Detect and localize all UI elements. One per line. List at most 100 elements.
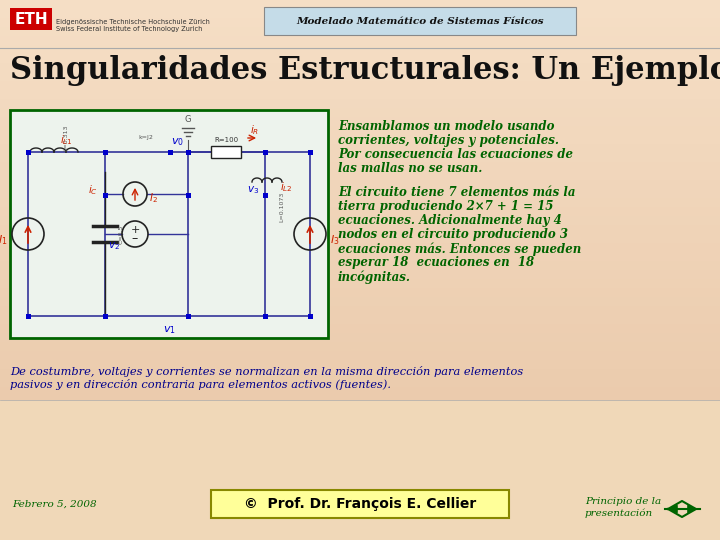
Text: $i_{L2}$: $i_{L2}$ — [280, 180, 293, 194]
Text: Eidgenössische Technische Hochschule Zürich: Eidgenössische Technische Hochschule Zür… — [56, 19, 210, 25]
Text: las mallas no se usan.: las mallas no se usan. — [338, 162, 482, 175]
Text: k=J2: k=J2 — [138, 136, 153, 140]
Text: $I_3$: $I_3$ — [330, 233, 340, 247]
Bar — [0, 288, 720, 298]
Bar — [0, 360, 720, 370]
Bar — [0, 450, 720, 460]
Text: pasivos y en dirección contraria para elementos activos (fuentes).: pasivos y en dirección contraria para el… — [10, 379, 391, 390]
Text: R=100: R=100 — [214, 137, 238, 143]
Bar — [0, 225, 720, 235]
Text: ©  Prof. Dr. François E. Cellier: © Prof. Dr. François E. Cellier — [244, 497, 476, 511]
Bar — [10, 8, 52, 30]
Bar — [0, 333, 720, 343]
Text: $v_2$: $v_2$ — [108, 240, 120, 252]
Bar — [0, 504, 720, 514]
Bar — [263, 314, 268, 319]
FancyArrowPatch shape — [688, 505, 695, 512]
Bar — [0, 81, 720, 91]
Bar — [0, 477, 720, 487]
Text: nodos en el circuito produciendo 3: nodos en el circuito produciendo 3 — [338, 228, 568, 241]
Bar — [0, 378, 720, 388]
Bar — [0, 486, 720, 496]
Bar — [0, 459, 720, 469]
Text: esperar 18  ecuaciones en  18: esperar 18 ecuaciones en 18 — [338, 256, 534, 269]
Bar — [0, 162, 720, 172]
FancyBboxPatch shape — [264, 7, 576, 35]
Bar — [0, 36, 720, 46]
Bar — [168, 150, 173, 155]
Bar — [0, 0, 720, 10]
Bar — [0, 117, 720, 127]
Bar — [0, 270, 720, 280]
Bar — [0, 297, 720, 307]
Bar — [263, 150, 268, 154]
Text: El circuito tiene 7 elementos más la: El circuito tiene 7 elementos más la — [338, 186, 575, 199]
Bar — [0, 369, 720, 379]
Bar — [263, 192, 268, 198]
Bar — [0, 243, 720, 253]
Bar — [0, 387, 720, 397]
Text: Modelado Matemático de Sistemas Físicos: Modelado Matemático de Sistemas Físicos — [296, 17, 544, 25]
Text: Por consecuencia las ecuaciones de: Por consecuencia las ecuaciones de — [338, 148, 573, 161]
Bar — [0, 522, 720, 532]
Text: $i_{L1}$: $i_{L1}$ — [60, 133, 73, 147]
Text: $I_2$: $I_2$ — [149, 191, 158, 205]
Text: Swiss Federal Institute of Technology Zurich: Swiss Federal Institute of Technology Zu… — [56, 26, 202, 32]
FancyArrowPatch shape — [670, 505, 678, 512]
Bar — [0, 216, 720, 226]
Text: $v_0$: $v_0$ — [171, 136, 184, 148]
Bar — [307, 314, 312, 319]
Text: Singularidades Estructurales: Un Ejemplo I: Singularidades Estructurales: Un Ejemplo… — [10, 55, 720, 86]
Bar — [0, 414, 720, 424]
Text: tierra produciendo 2×7 + 1 = 15: tierra produciendo 2×7 + 1 = 15 — [338, 200, 554, 213]
Text: Ensamblamos un modelo usando: Ensamblamos un modelo usando — [338, 120, 554, 133]
Text: corrientes, voltajes y potenciales.: corrientes, voltajes y potenciales. — [338, 134, 559, 147]
Bar — [25, 150, 30, 154]
Bar — [211, 146, 241, 158]
Text: L=0.313: L=0.313 — [63, 125, 68, 151]
Bar — [0, 342, 720, 352]
FancyBboxPatch shape — [211, 490, 509, 518]
Bar — [102, 150, 107, 154]
Text: $v_3$: $v_3$ — [247, 184, 259, 196]
Bar — [0, 234, 720, 244]
Bar — [0, 54, 720, 64]
Text: ecuaciones más. Entonces se pueden: ecuaciones más. Entonces se pueden — [338, 242, 581, 255]
Bar — [0, 18, 720, 28]
Bar — [0, 90, 720, 100]
Bar — [0, 126, 720, 136]
Bar — [0, 171, 720, 181]
Bar — [0, 207, 720, 217]
Text: L=0.1073: L=0.1073 — [279, 192, 284, 222]
Bar — [0, 189, 720, 199]
Bar — [0, 351, 720, 361]
Bar — [0, 27, 720, 37]
Bar — [186, 192, 191, 198]
Bar — [186, 314, 191, 319]
Bar — [0, 252, 720, 262]
Text: presentación: presentación — [585, 509, 653, 518]
Text: incógnitas.: incógnitas. — [338, 270, 411, 284]
Bar — [0, 306, 720, 316]
Bar — [0, 495, 720, 505]
Bar — [0, 423, 720, 433]
Bar — [307, 150, 312, 154]
Text: ETH: ETH — [14, 11, 48, 26]
Text: $I_1$: $I_1$ — [0, 233, 8, 247]
Bar — [0, 261, 720, 271]
Text: C=0.5: C=0.5 — [119, 224, 124, 244]
Bar — [0, 513, 720, 523]
Bar — [0, 135, 720, 145]
Bar — [0, 405, 720, 415]
Text: G: G — [185, 116, 192, 125]
Bar — [102, 314, 107, 319]
Bar — [0, 180, 720, 190]
Bar — [0, 45, 720, 55]
Bar — [0, 441, 720, 451]
Text: $i_R$: $i_R$ — [251, 123, 260, 137]
Bar — [0, 432, 720, 442]
Bar — [0, 396, 720, 406]
Bar — [0, 198, 720, 208]
Bar — [0, 153, 720, 163]
Bar — [0, 531, 720, 540]
